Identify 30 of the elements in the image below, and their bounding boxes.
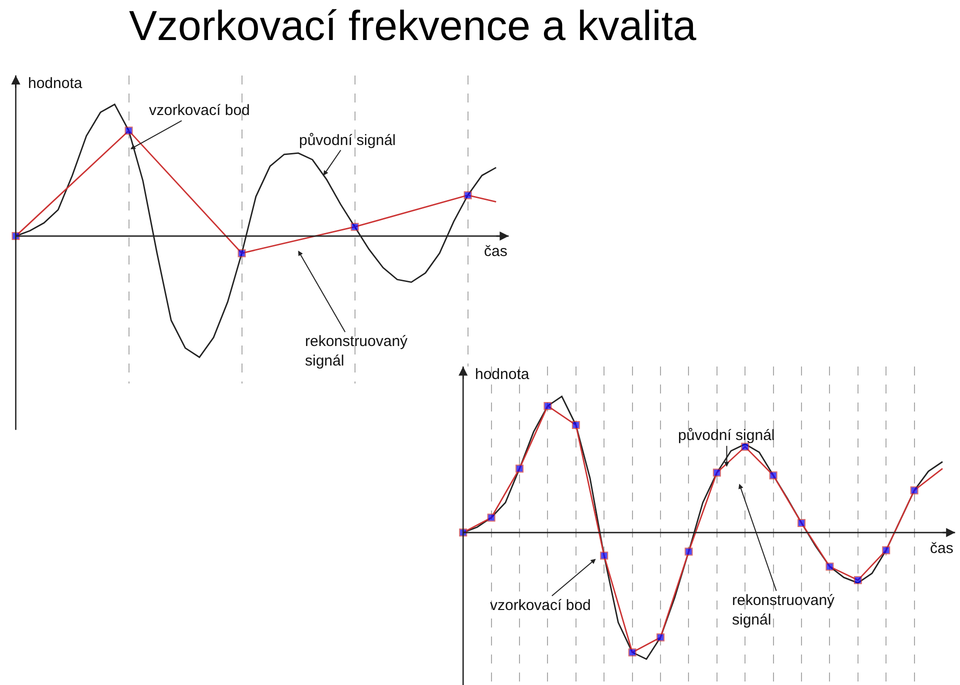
point [487, 514, 496, 522]
point [910, 486, 918, 494]
point [600, 552, 608, 560]
point [238, 249, 246, 258]
y-axis-title: hodnota [475, 366, 530, 383]
annotation: původní signál [678, 427, 775, 444]
annotation: rekonstruovaný signál [305, 333, 408, 370]
annotation: rekonstruovaný signál [732, 592, 836, 628]
point [854, 576, 862, 584]
y-axis-title: hodnota [28, 75, 83, 92]
point [684, 548, 693, 556]
point [769, 471, 778, 480]
chart-title: Vzorkovací frekvence a kvalita [129, 2, 697, 49]
point [544, 402, 552, 410]
point [712, 468, 721, 477]
annotation: vzorkovací bod [490, 597, 591, 614]
point [798, 519, 806, 528]
point [464, 191, 472, 200]
x-axis-title: čas [484, 243, 508, 260]
point [124, 126, 133, 135]
annotation: vzorkovací bod [149, 102, 250, 119]
point [350, 222, 359, 231]
x-axis-title: čas [930, 540, 954, 557]
point [572, 421, 580, 430]
point [826, 562, 834, 571]
point [656, 633, 665, 642]
point [516, 464, 524, 473]
annotation: původní signál [299, 132, 396, 149]
point [882, 546, 890, 554]
point [628, 648, 636, 656]
